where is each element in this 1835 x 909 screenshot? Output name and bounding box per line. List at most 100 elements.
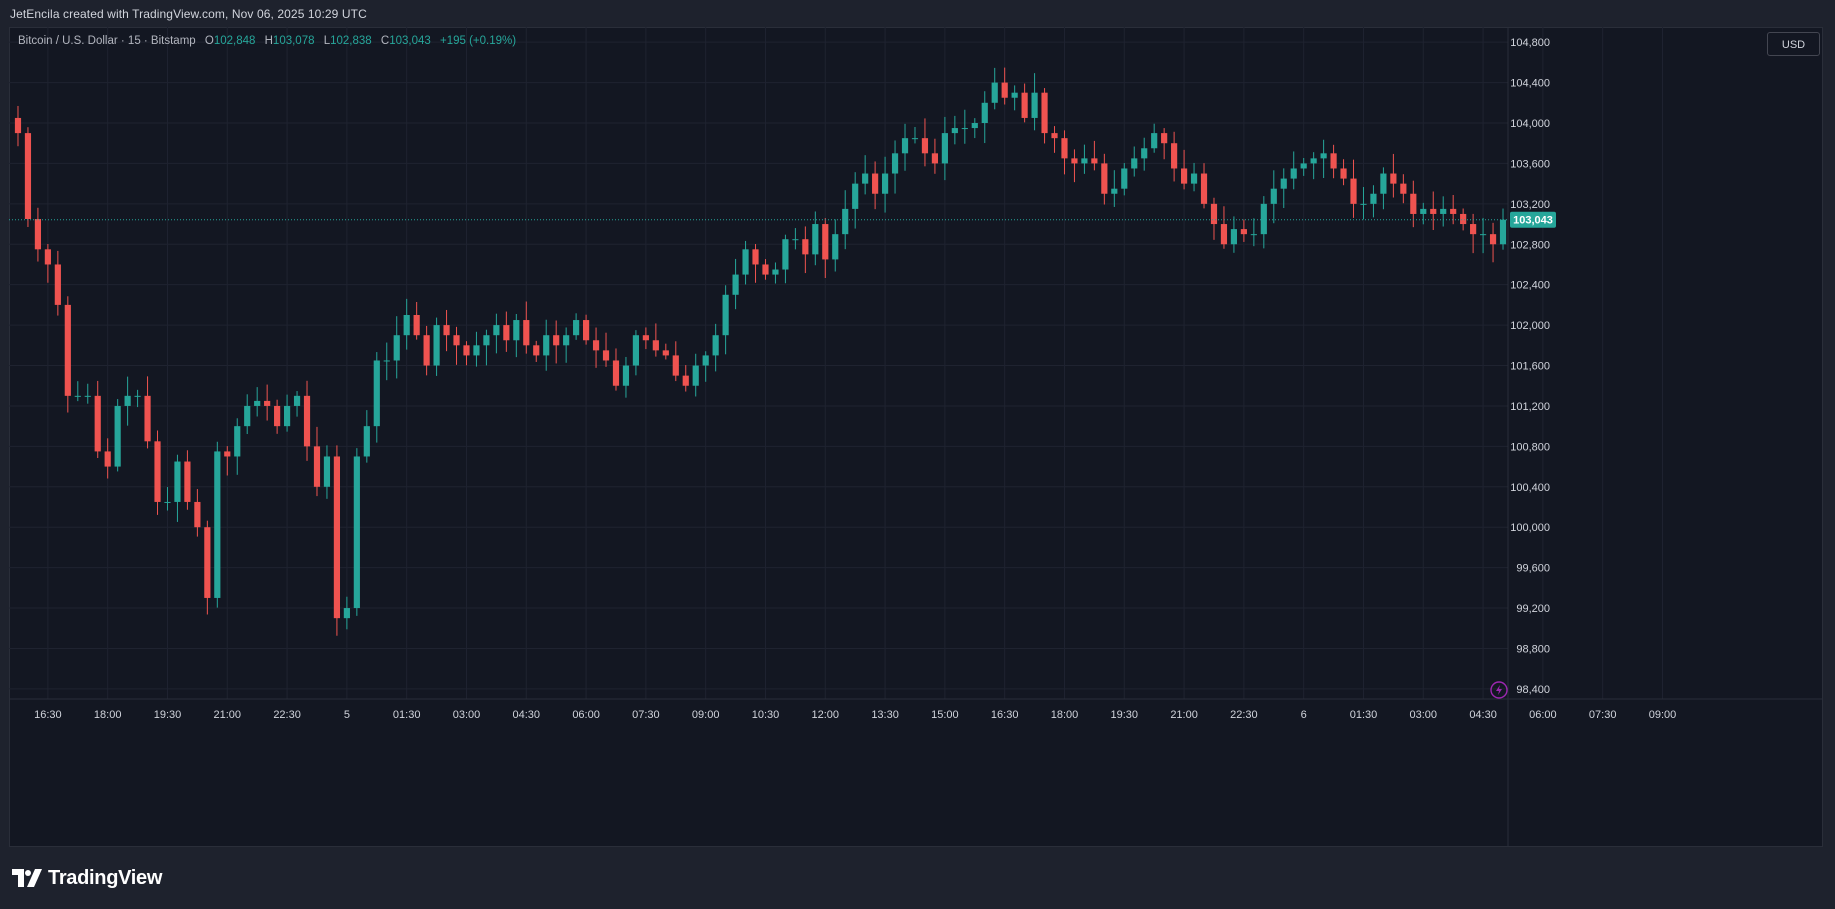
x-tick-label: 03:00: [1410, 709, 1438, 721]
candle-down: [54, 250, 61, 316]
candle-up: [1320, 139, 1327, 179]
x-tick-label: 07:30: [1589, 709, 1617, 721]
candle-body: [473, 345, 480, 356]
candle-up: [483, 329, 490, 366]
candle-body: [881, 173, 889, 194]
candle-down: [822, 218, 829, 278]
candle-down: [1101, 153, 1108, 205]
chart-caption: JetEncila created with TradingView.com, …: [10, 7, 367, 21]
candle-body: [1430, 208, 1437, 214]
candle-body: [852, 183, 859, 209]
candle-down: [1460, 208, 1467, 231]
candle-body: [34, 219, 42, 250]
candle-body: [872, 173, 879, 194]
candle-body: [1081, 158, 1088, 164]
candle-body: [1410, 193, 1417, 214]
candle-body: [1260, 203, 1267, 235]
candle-body: [323, 456, 331, 487]
y-tick-label: 101,200: [1510, 401, 1550, 413]
candle-up: [244, 394, 251, 435]
candle-up: [493, 313, 500, 354]
candle-up: [1499, 208, 1507, 250]
candle-up: [1111, 170, 1118, 207]
y-tick-label: 104,000: [1510, 118, 1550, 130]
candle-down: [1220, 206, 1228, 249]
close-value: 103,043: [389, 35, 431, 47]
candle-down: [154, 430, 161, 515]
candle-up: [1031, 73, 1038, 131]
candle-body: [1101, 163, 1108, 194]
candle-body: [274, 405, 281, 427]
candle-body: [1360, 203, 1367, 205]
candle-down: [34, 207, 42, 262]
candle-up: [812, 211, 819, 266]
candle-up: [622, 356, 630, 398]
last-price-value: 103,043: [1513, 215, 1553, 227]
candle-body: [463, 345, 470, 356]
candle-body: [1051, 133, 1058, 139]
candle-body: [642, 335, 649, 341]
y-tick-label: 98,400: [1516, 684, 1550, 696]
x-tick-label: 01:30: [393, 709, 421, 721]
candle-down: [204, 520, 211, 615]
x-tick-label: 12:00: [812, 709, 840, 721]
candle-up: [513, 313, 520, 358]
candle-body: [224, 451, 231, 457]
candle-body: [812, 224, 819, 255]
candle-up: [832, 219, 839, 272]
candle-body: [1210, 203, 1218, 225]
candle-body: [44, 249, 51, 265]
candle-down: [612, 348, 620, 391]
candle-up: [1479, 217, 1487, 254]
candle-body: [343, 608, 350, 619]
x-tick-label: 06:00: [572, 709, 600, 721]
candle-down: [1330, 144, 1337, 179]
lightning-icon[interactable]: [1490, 681, 1508, 699]
x-tick-label: 22:30: [1230, 709, 1258, 721]
close-label: C: [380, 35, 390, 47]
candle-body: [1470, 224, 1477, 235]
candle-body: [1320, 153, 1327, 159]
candle-body: [1460, 213, 1467, 225]
y-tick-label: 100,000: [1510, 522, 1550, 534]
y-tick-label: 102,800: [1510, 239, 1550, 251]
high-value: 103,078: [272, 35, 315, 47]
y-tick-label: 100,800: [1510, 441, 1550, 453]
candle-body: [622, 365, 630, 386]
tradingview-brand[interactable]: TradingView: [12, 866, 162, 890]
candle-down: [602, 332, 610, 367]
candlestick-chart[interactable]: 98,400 98,800 99,200 99,600 100,000 100,400 10…: [9, 27, 1823, 847]
candle-body: [1370, 193, 1377, 204]
candle-up: [343, 596, 350, 630]
low-value: 102,838: [330, 35, 372, 47]
candle-body: [54, 264, 61, 305]
candle-down: [144, 376, 151, 449]
candle-down: [184, 450, 191, 510]
candle-body: [931, 153, 939, 164]
candle-up: [363, 410, 370, 463]
currency-button[interactable]: USD: [1767, 32, 1820, 56]
candle-body: [1021, 92, 1028, 118]
candle-up: [1310, 152, 1317, 180]
x-tick-label: 10:30: [752, 709, 780, 721]
y-tick-label: 99,600: [1516, 563, 1550, 575]
candle-body: [423, 335, 430, 366]
candle-down: [1041, 88, 1048, 144]
candle-body: [1190, 173, 1198, 184]
candle-body: [911, 138, 919, 140]
candle-body: [612, 360, 620, 386]
candle-body: [901, 138, 909, 154]
candle-down: [682, 365, 689, 392]
candle-body: [14, 117, 22, 134]
candle-up: [1121, 163, 1128, 196]
candle-body: [1420, 208, 1427, 214]
candles: [14, 67, 1507, 636]
candle-body: [453, 335, 460, 346]
candle-body: [214, 451, 221, 598]
candle-down: [592, 327, 600, 368]
candle-body: [792, 239, 799, 241]
candle-body: [523, 320, 530, 346]
candle-body: [1450, 208, 1457, 214]
candle-body: [582, 320, 590, 341]
candle-up: [692, 353, 699, 397]
